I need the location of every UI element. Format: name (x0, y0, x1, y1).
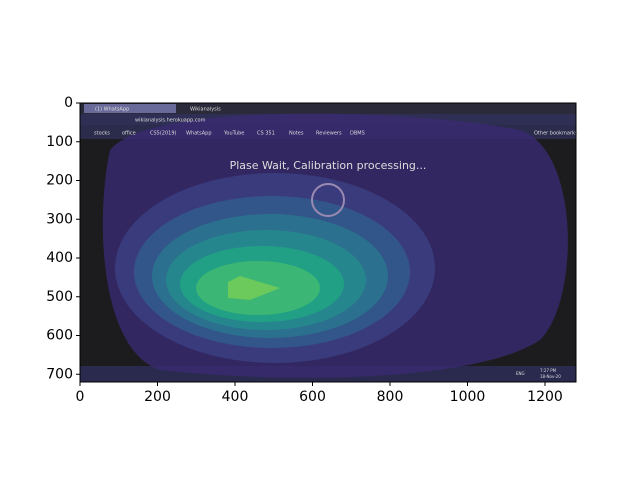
taskbar-text: 7:27 PM (540, 368, 557, 373)
x-tick-label: 600 (299, 389, 326, 405)
x-tick-label: 200 (144, 389, 171, 405)
spinner (311, 183, 345, 217)
y-tick-label: 100 (46, 134, 73, 150)
bookmark: YouTube (223, 131, 244, 137)
bookmark: Reviewers (316, 131, 342, 137)
y-tick-label: 500 (46, 289, 73, 305)
x-tick-label: 1200 (527, 389, 563, 405)
contour (228, 276, 280, 300)
message: Plase Wait, Calibration processing... (230, 159, 427, 172)
screenshot (80, 103, 576, 382)
y-tick-label: 400 (46, 250, 73, 266)
axes: 0 200 400 600 800 1000 1200 0 100 200 300 400 500 600… (46, 95, 563, 405)
axes-frame (79, 102, 577, 383)
bookmark: WhatsApp (186, 131, 212, 137)
tab-title: Wikianalysis (190, 107, 221, 113)
x-tick-label: 800 (377, 389, 404, 405)
x-tick-label: 0 (76, 389, 85, 405)
bookmark: DBMS (350, 131, 365, 137)
bookmark: CS5(2019) (150, 131, 177, 137)
tab-title: (1) WhatsApp (95, 107, 129, 113)
url: wikianalysis.herokuapp.com (135, 118, 206, 124)
y-tick-label: 200 (46, 173, 73, 189)
y-tick-label: 0 (64, 95, 73, 111)
bookmark: CS 351 (257, 131, 275, 137)
y-tick-label: 300 (46, 211, 73, 227)
screen-texts: (1) WhatsApp Wikianalysis wikianalysis.her… (94, 107, 578, 380)
bookmark: Notes (289, 131, 304, 137)
x-tick-label: 400 (222, 389, 249, 405)
tab-bar (80, 103, 576, 114)
bookmark: stocks (94, 131, 110, 137)
taskbar-text: 18-Nov-20 (540, 374, 561, 379)
taskbar-text: ENG (516, 371, 525, 376)
bookmark: office (122, 131, 136, 137)
y-tick-label: 700 (46, 366, 73, 382)
x-tick-label: 1000 (450, 389, 486, 405)
tab[interactable] (84, 104, 176, 113)
y-tick-label: 600 (46, 328, 73, 344)
bookmark: Other bookmarks (534, 131, 578, 137)
